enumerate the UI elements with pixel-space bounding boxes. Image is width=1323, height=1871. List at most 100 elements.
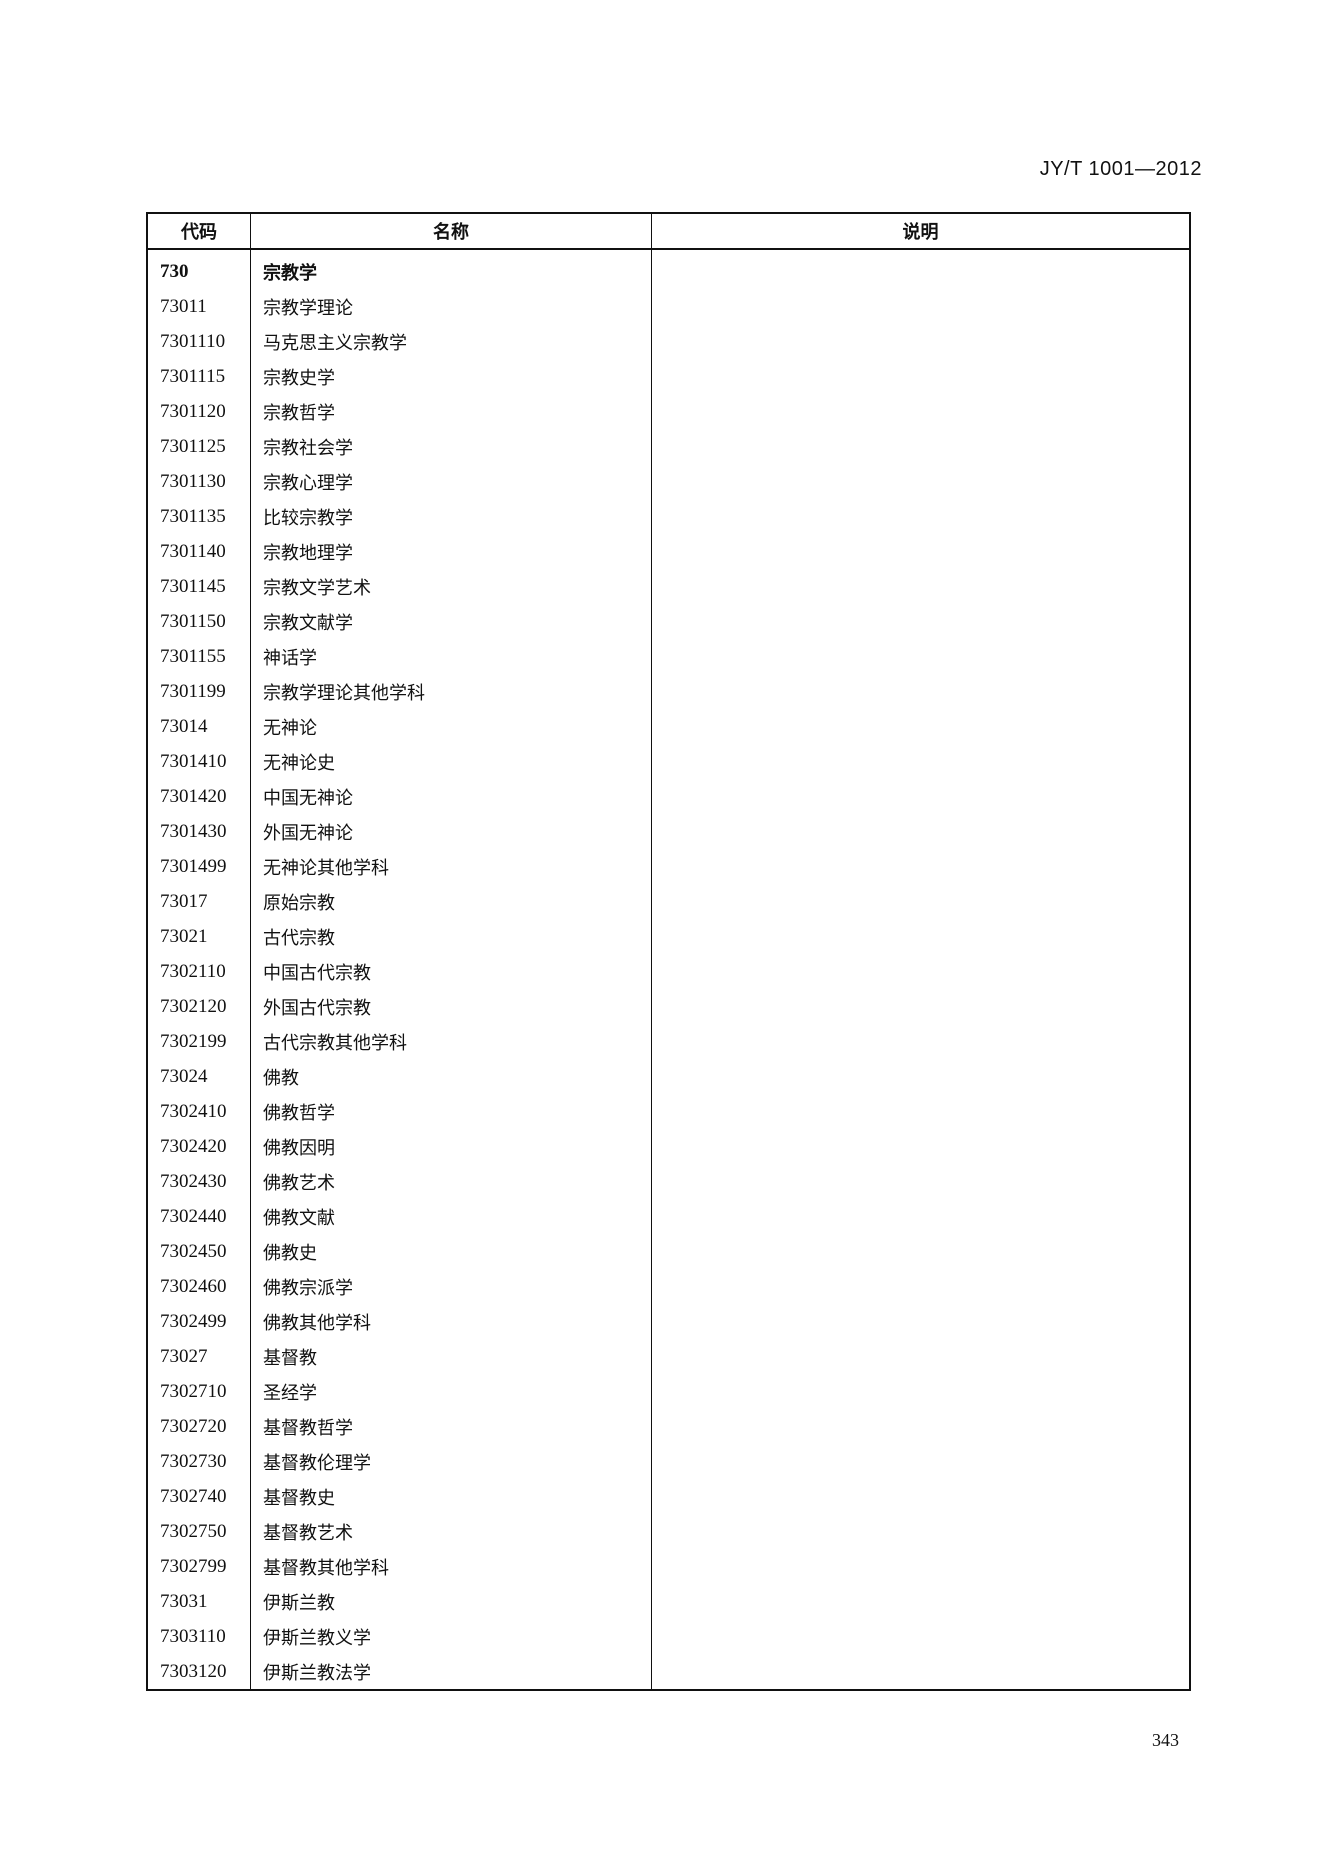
code-cell: 7301145	[147, 569, 251, 604]
name-cell: 无神论其他学科	[250, 849, 652, 884]
note-cell	[651, 249, 1191, 289]
table-row: 7302120 外国古代宗教	[147, 989, 1191, 1024]
table-row: 73024 佛教	[147, 1059, 1191, 1094]
table-row: 73011 宗教学理论	[147, 289, 1191, 324]
table-row: 7301110 马克思主义宗教学	[147, 324, 1191, 359]
note-cell	[651, 919, 1191, 954]
table-row: 73014 无神论	[147, 709, 1191, 744]
name-cell: 宗教学理论	[250, 289, 652, 324]
name-cell: 伊斯兰教义学	[250, 1619, 652, 1654]
note-cell	[651, 499, 1191, 534]
table-row: 7302720 基督教哲学	[147, 1409, 1191, 1444]
code-cell: 73021	[147, 919, 251, 954]
table-row: 7301420 中国无神论	[147, 779, 1191, 814]
note-cell	[651, 814, 1191, 849]
note-cell	[651, 779, 1191, 814]
name-cell: 圣经学	[250, 1374, 652, 1409]
code-cell: 7302410	[147, 1094, 251, 1129]
note-cell	[651, 324, 1191, 359]
code-cell: 73027	[147, 1339, 251, 1374]
name-cell: 基督教伦理学	[250, 1444, 652, 1479]
note-cell	[651, 1164, 1191, 1199]
note-cell	[651, 1129, 1191, 1164]
name-cell: 佛教	[250, 1059, 652, 1094]
code-cell: 7301430	[147, 814, 251, 849]
code-cell: 7301120	[147, 394, 251, 429]
name-cell: 宗教地理学	[250, 534, 652, 569]
name-cell: 宗教心理学	[250, 464, 652, 499]
table-row: 7302420 佛教因明	[147, 1129, 1191, 1164]
code-cell: 7302720	[147, 1409, 251, 1444]
table-row: 7302410 佛教哲学	[147, 1094, 1191, 1129]
note-cell	[651, 954, 1191, 989]
table-row: 7303110 伊斯兰教义学	[147, 1619, 1191, 1654]
column-header-code: 代码	[147, 213, 251, 250]
note-cell	[651, 359, 1191, 394]
page-number: 343	[1152, 1730, 1179, 1750]
code-cell: 7302740	[147, 1479, 251, 1514]
code-cell: 73024	[147, 1059, 251, 1094]
note-cell	[651, 464, 1191, 499]
name-cell: 宗教哲学	[250, 394, 652, 429]
name-cell: 佛教文献	[250, 1199, 652, 1234]
name-cell: 伊斯兰教	[250, 1584, 652, 1619]
table-row: 73017 原始宗教	[147, 884, 1191, 919]
name-cell: 古代宗教	[250, 919, 652, 954]
code-cell: 7302440	[147, 1199, 251, 1234]
note-cell	[651, 534, 1191, 569]
table-row: 7302460 佛教宗派学	[147, 1269, 1191, 1304]
name-cell: 宗教史学	[250, 359, 652, 394]
name-cell: 马克思主义宗教学	[250, 324, 652, 359]
name-cell: 佛教其他学科	[250, 1304, 652, 1339]
code-cell: 7301115	[147, 359, 251, 394]
name-cell: 宗教文献学	[250, 604, 652, 639]
note-cell	[651, 1374, 1191, 1409]
code-cell: 7301135	[147, 499, 251, 534]
table-row: 7301150 宗教文献学	[147, 604, 1191, 639]
name-cell: 基督教哲学	[250, 1409, 652, 1444]
note-cell	[651, 289, 1191, 324]
code-cell: 7301125	[147, 429, 251, 464]
note-cell	[651, 989, 1191, 1024]
code-cell: 7302730	[147, 1444, 251, 1479]
table-row: 7301410 无神论史	[147, 744, 1191, 779]
standard-number: JY/T 1001—2012	[1039, 158, 1202, 180]
name-cell: 宗教学理论其他学科	[250, 674, 652, 709]
note-cell	[651, 1619, 1191, 1654]
code-cell: 7302460	[147, 1269, 251, 1304]
table-row: 7301135 比较宗教学	[147, 499, 1191, 534]
table-row: 7302110 中国古代宗教	[147, 954, 1191, 989]
code-cell: 7302430	[147, 1164, 251, 1199]
code-cell: 730	[147, 249, 251, 289]
note-cell	[651, 1514, 1191, 1549]
name-cell: 佛教哲学	[250, 1094, 652, 1129]
name-cell: 外国古代宗教	[250, 989, 652, 1024]
code-cell: 7302120	[147, 989, 251, 1024]
note-cell	[651, 1444, 1191, 1479]
table-row: 7301145 宗教文学艺术	[147, 569, 1191, 604]
name-cell: 外国无神论	[250, 814, 652, 849]
table-row: 73027 基督教	[147, 1339, 1191, 1374]
note-cell	[651, 1339, 1191, 1374]
note-cell	[651, 1024, 1191, 1059]
name-cell: 佛教史	[250, 1234, 652, 1269]
table-row: 7301499 无神论其他学科	[147, 849, 1191, 884]
table-row: 7302710 圣经学	[147, 1374, 1191, 1409]
note-cell	[651, 1479, 1191, 1514]
table-row: 7301115 宗教史学	[147, 359, 1191, 394]
code-cell: 7302450	[147, 1234, 251, 1269]
table-body: 730 宗教学 73011 宗教学理论 7301110 马克思主义宗教学 7301115 宗教…	[147, 249, 1191, 1690]
note-cell	[651, 429, 1191, 464]
code-cell: 7301130	[147, 464, 251, 499]
code-cell: 7301199	[147, 674, 251, 709]
name-cell: 比较宗教学	[250, 499, 652, 534]
name-cell: 基督教史	[250, 1479, 652, 1514]
name-cell: 宗教社会学	[250, 429, 652, 464]
table-row: 7301130 宗教心理学	[147, 464, 1191, 499]
note-cell	[651, 884, 1191, 919]
name-cell: 伊斯兰教法学	[250, 1654, 652, 1690]
name-cell: 古代宗教其他学科	[250, 1024, 652, 1059]
note-cell	[651, 1234, 1191, 1269]
note-cell	[651, 1304, 1191, 1339]
name-cell: 中国古代宗教	[250, 954, 652, 989]
